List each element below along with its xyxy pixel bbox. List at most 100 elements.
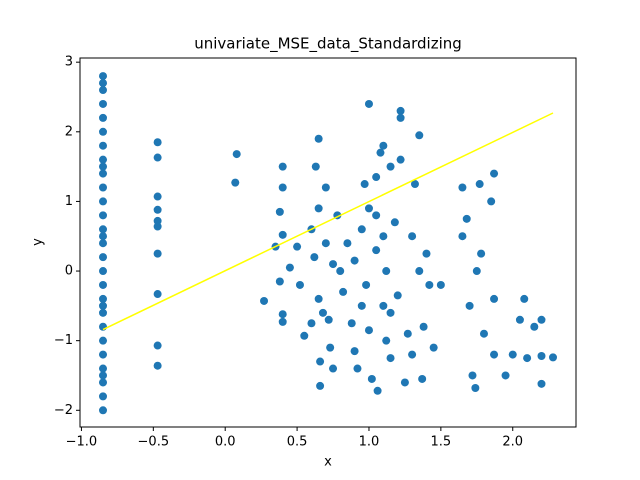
data-point: [278, 317, 287, 326]
data-point: [295, 280, 304, 289]
data-point: [329, 364, 338, 373]
data-point: [99, 294, 108, 303]
data-point: [436, 280, 445, 289]
data-point: [382, 336, 391, 345]
data-point: [99, 86, 108, 95]
data-point: [425, 280, 434, 289]
fit-line: [102, 112, 554, 331]
data-point: [530, 322, 539, 331]
data-point: [386, 162, 395, 171]
data-point: [408, 350, 417, 359]
data-point: [99, 169, 108, 178]
data-point: [99, 197, 108, 206]
data-point: [477, 249, 486, 258]
data-point: [99, 378, 108, 387]
data-point: [347, 319, 356, 328]
data-point: [339, 287, 348, 296]
data-point: [326, 343, 335, 352]
data-point: [343, 239, 352, 248]
x-tick-label: 0.0: [215, 435, 236, 450]
data-point: [490, 350, 499, 359]
data-point: [367, 374, 376, 383]
data-point: [501, 371, 510, 380]
data-point: [471, 384, 480, 393]
data-point: [99, 239, 108, 248]
data-point: [357, 301, 366, 310]
data-point: [523, 354, 532, 363]
data-point: [314, 294, 323, 303]
data-point: [153, 205, 162, 214]
data-point: [153, 361, 162, 370]
y-tick-label: 1: [65, 194, 73, 209]
data-point: [99, 350, 108, 359]
data-point: [293, 242, 302, 251]
data-point: [458, 183, 467, 192]
data-point: [364, 204, 373, 213]
data-point: [278, 230, 287, 239]
data-point: [490, 169, 499, 178]
data-point: [396, 113, 405, 122]
data-point: [99, 155, 108, 164]
data-point: [396, 155, 405, 164]
data-point: [429, 343, 438, 352]
data-point: [275, 207, 284, 216]
data-point: [99, 79, 108, 88]
data-point: [386, 308, 395, 317]
data-point: [99, 113, 108, 122]
data-point: [99, 141, 108, 150]
data-point: [99, 406, 108, 415]
data-point: [465, 301, 474, 310]
data-point: [311, 162, 320, 171]
data-point: [99, 308, 108, 317]
data-point: [350, 256, 359, 265]
plot-frame: [79, 57, 577, 428]
data-point: [153, 216, 162, 225]
data-point: [475, 180, 484, 189]
data-point: [362, 280, 371, 289]
data-point: [278, 310, 287, 319]
data-point: [357, 225, 366, 234]
data-point: [537, 379, 546, 388]
data-point: [408, 232, 417, 241]
y-tick-label: 0: [65, 264, 73, 279]
data-point: [99, 371, 108, 380]
data-point: [318, 308, 327, 317]
data-point: [468, 371, 477, 380]
data-point: [310, 253, 319, 262]
data-point: [379, 232, 388, 241]
data-point: [99, 301, 108, 310]
data-point: [232, 150, 241, 159]
data-point: [386, 354, 395, 363]
data-point: [99, 127, 108, 136]
data-point: [393, 291, 402, 300]
x-tick-label: 2.0: [502, 435, 523, 450]
data-point: [153, 249, 162, 258]
data-point: [403, 329, 412, 338]
data-point: [472, 267, 481, 276]
data-point: [390, 218, 399, 227]
data-point: [321, 183, 330, 192]
data-point: [314, 134, 323, 143]
data-point: [379, 301, 388, 310]
data-point: [316, 357, 325, 366]
data-point: [537, 315, 546, 324]
data-point: [99, 336, 108, 345]
data-point: [99, 232, 108, 241]
data-point: [329, 260, 338, 269]
data-point: [153, 290, 162, 299]
data-point: [307, 319, 316, 328]
data-point: [415, 267, 424, 276]
data-point: [372, 173, 381, 182]
data-point: [99, 392, 108, 401]
data-point: [396, 106, 405, 115]
x-tick-label: 1.0: [359, 435, 380, 450]
data-point: [99, 72, 108, 81]
data-point: [490, 294, 499, 303]
data-point: [364, 326, 373, 335]
x-tick-label: 0.5: [287, 435, 308, 450]
y-tick-label: 2: [65, 124, 73, 139]
x-tick-label: 1.5: [431, 435, 452, 450]
data-point: [260, 296, 269, 305]
data-point: [336, 267, 345, 276]
